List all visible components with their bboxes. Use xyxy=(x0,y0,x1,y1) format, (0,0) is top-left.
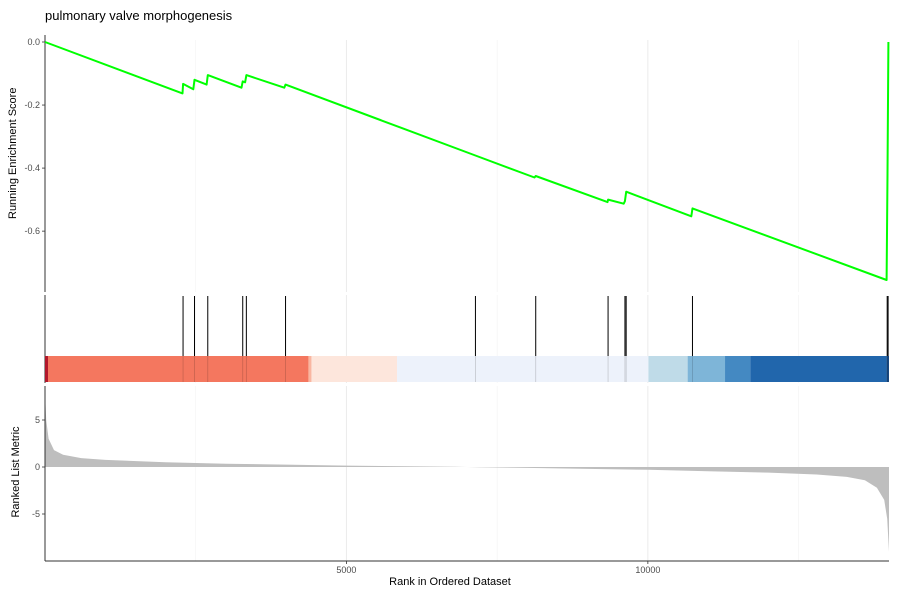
rank-color-band-6 xyxy=(687,356,726,382)
rank-color-band-7 xyxy=(725,356,751,382)
rank-color-band-5 xyxy=(648,356,688,382)
rank-color-band-4 xyxy=(397,356,649,382)
rank-color-band-1 xyxy=(48,356,309,382)
metric-y-tick-label-1: 0 xyxy=(35,462,40,472)
rank-color-band-8 xyxy=(750,356,887,382)
metric-y-tick-label-2: -5 xyxy=(32,509,40,519)
rank-color-band-0 xyxy=(45,356,49,382)
running-enrichment-line xyxy=(44,41,890,281)
es-y-tick-label-3: -0.6 xyxy=(24,226,40,236)
chart-title: pulmonary valve morphogenesis xyxy=(45,8,233,23)
x-tick-label-0: 5000 xyxy=(336,565,356,575)
es-y-tick-label-2: -0.4 xyxy=(24,163,40,173)
metric-y-tick-label-0: 5 xyxy=(35,415,40,425)
ranked-metric-area xyxy=(45,391,889,552)
es-y-tick-label-1: -0.2 xyxy=(24,100,40,110)
x-axis-label: Rank in Ordered Dataset xyxy=(389,576,511,588)
es-y-tick-label-0: 0.0 xyxy=(27,37,40,47)
rank-color-band-2 xyxy=(308,356,312,382)
rank-color-band-3 xyxy=(311,356,398,382)
x-tick-label-1: 10000 xyxy=(635,565,660,575)
rank-color-band-9 xyxy=(886,356,889,382)
